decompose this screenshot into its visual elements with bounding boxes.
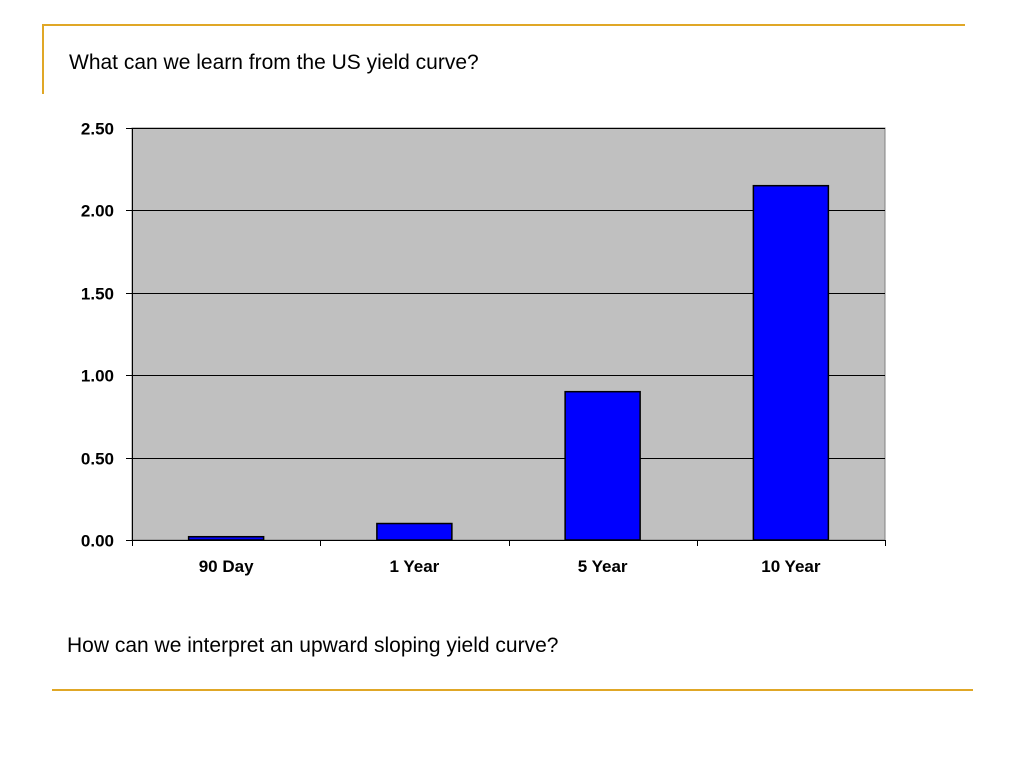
bar-90-day [187,535,265,541]
bottom-accent-rule [52,689,973,691]
bar-1-year [376,522,453,541]
bar-5-year [564,390,641,541]
y-tick-label: 0.00 [81,532,114,551]
x-tick-label: 10 Year [761,557,821,576]
slide-title: What can we learn from the US yield curv… [69,51,479,74]
bar-10-year [752,184,830,541]
y-tick-label: 2.00 [81,202,114,221]
x-tick-label: 90 Day [199,557,254,576]
y-tick-label: 2.50 [81,120,114,139]
top-accent-rule [42,24,965,26]
y-tick-label: 1.00 [81,367,114,386]
x-tick-label: 1 Year [389,557,439,576]
slide-question: How can we interpret an upward sloping y… [67,634,559,657]
y-tick-label: 0.50 [81,450,114,469]
left-accent-rule [42,24,44,94]
x-tick-label: 5 Year [578,557,628,576]
y-tick-label: 1.50 [81,285,114,304]
